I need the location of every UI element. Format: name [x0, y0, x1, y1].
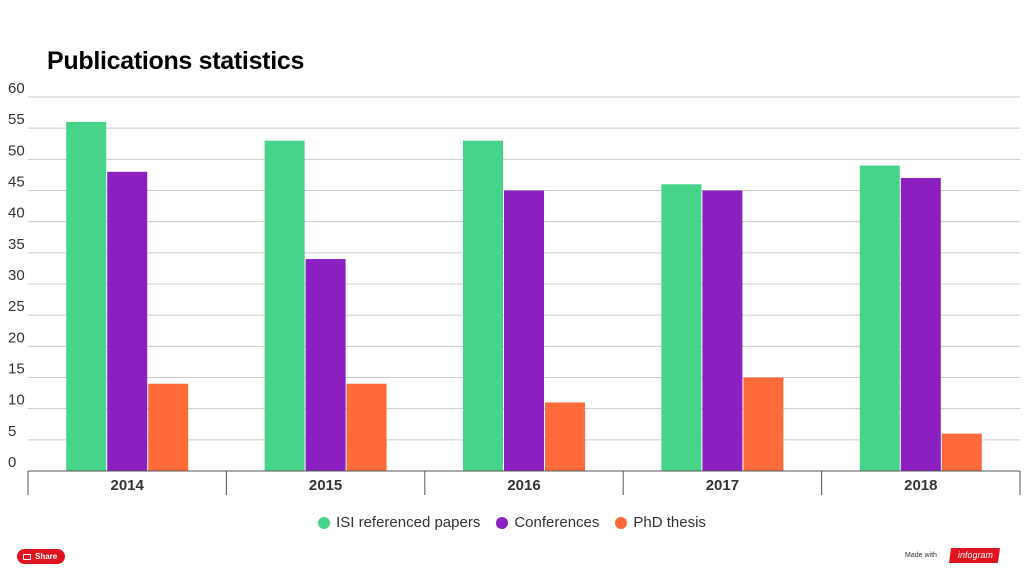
- legend-swatch-isi: [318, 516, 331, 529]
- bar: [148, 383, 189, 471]
- y-tick-label: 5: [8, 423, 16, 440]
- bar: [66, 121, 107, 471]
- y-tick-label: 25: [8, 298, 25, 315]
- bar-chart: 0 5 10 15 20 25 30 35 40 45 50 55 60 2014 2015 2016 2017…: [8, 80, 1021, 495]
- y-tick-label: 15: [8, 361, 25, 378]
- chart-title: Publications statistics: [47, 47, 305, 75]
- bar: [941, 433, 982, 471]
- y-tick-label: 30: [8, 267, 25, 284]
- bar: [545, 402, 585, 471]
- y-tick-label: 60: [8, 80, 25, 97]
- bar: [504, 190, 544, 471]
- legend-item-conferences[interactable]: Conferences: [496, 514, 599, 531]
- bar: [305, 259, 346, 471]
- bar: [743, 377, 784, 471]
- made-with-text: Made with: [905, 552, 937, 559]
- legend-swatch-conferences: [496, 516, 509, 529]
- legend-label-conferences: Conferences: [514, 514, 600, 531]
- y-tick-label: 50: [8, 142, 25, 159]
- legend-item-phd[interactable]: PhD thesis: [615, 514, 706, 531]
- x-tick-label: 2015: [309, 477, 342, 494]
- infogram-logo[interactable]: infogram: [948, 548, 1001, 563]
- y-tick-label: 0: [8, 454, 16, 471]
- legend-item-isi[interactable]: ISI referenced papers: [318, 514, 480, 531]
- share-label: Share: [35, 552, 58, 561]
- x-tick-label: 2017: [706, 477, 739, 494]
- x-tick-label: 2016: [507, 477, 540, 494]
- legend-swatch-phd: [615, 516, 628, 529]
- y-tick-label: 20: [8, 329, 25, 346]
- y-tick-label: 45: [8, 174, 25, 191]
- y-tick-label: 35: [8, 236, 25, 253]
- bar: [702, 190, 743, 471]
- bar: [900, 178, 941, 472]
- x-tick-label: 2014: [111, 477, 145, 494]
- bar: [107, 171, 148, 472]
- share-button[interactable]: Share: [17, 549, 66, 564]
- legend-label-phd: PhD thesis: [633, 514, 706, 531]
- bar: [346, 383, 387, 471]
- y-tick-label: 55: [8, 111, 25, 128]
- bar: [661, 184, 702, 471]
- bar: [463, 140, 503, 471]
- x-tick-label: 2018: [904, 477, 937, 494]
- bar: [859, 165, 900, 472]
- y-tick-label: 40: [8, 205, 25, 222]
- share-icon: [23, 553, 31, 560]
- bar: [264, 140, 305, 471]
- chart-legend: ISI referenced papers Conferences PhD th…: [0, 514, 1024, 531]
- legend-label-isi: ISI referenced papers: [336, 514, 481, 531]
- y-tick-label: 10: [8, 392, 25, 409]
